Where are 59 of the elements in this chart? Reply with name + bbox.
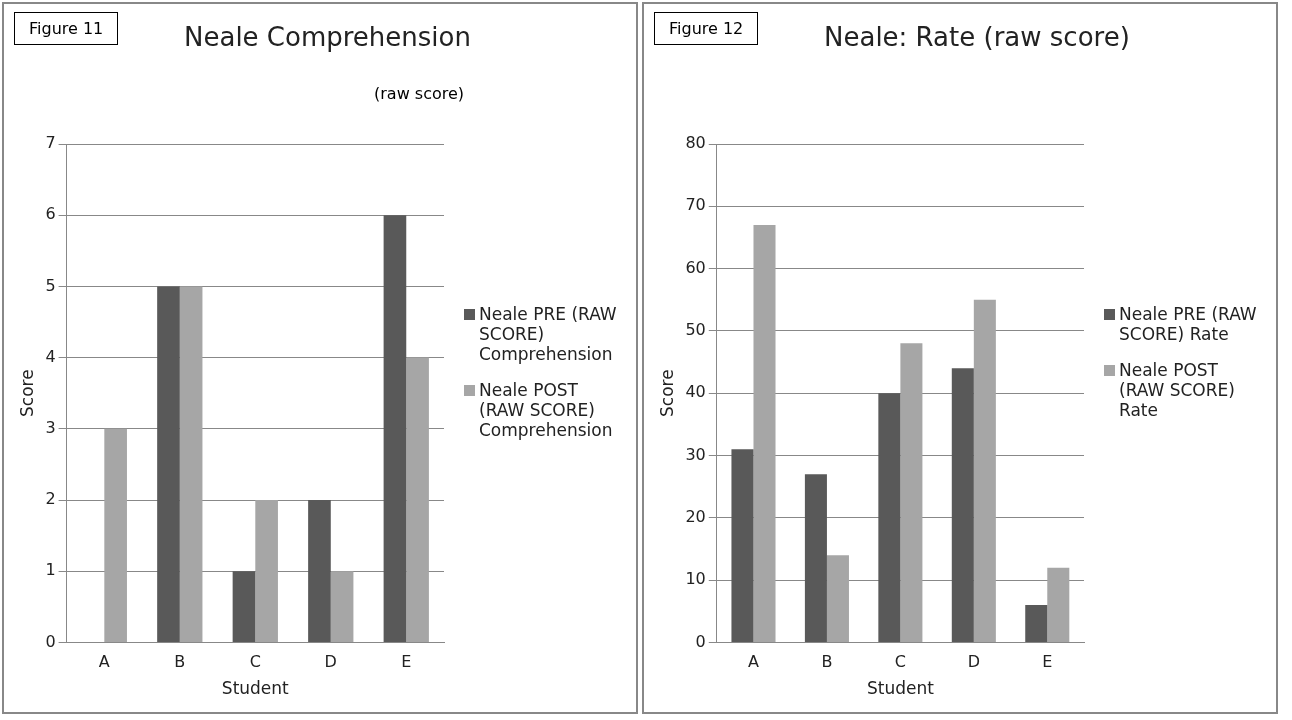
y-tick-label: 70 — [685, 195, 706, 215]
x-tick-label: A — [748, 652, 760, 672]
caption: Figure 12 — [654, 12, 759, 45]
y-tick-label: 4 — [45, 346, 56, 366]
bar — [104, 428, 127, 642]
y-tick-label: 10 — [685, 569, 706, 589]
y-tick-label: 0 — [45, 631, 56, 651]
x-tick-label: D — [967, 652, 980, 672]
y-tick-label: 3 — [45, 417, 56, 437]
bar — [900, 343, 923, 642]
chart-title: Neale: Rate (raw score) — [824, 22, 1130, 52]
x-axis-title: Student — [221, 678, 290, 699]
bar — [1047, 567, 1070, 642]
y-tick-label: 0 — [695, 631, 706, 651]
y-tick-label: 30 — [685, 444, 706, 464]
y-tick-label: 20 — [685, 506, 706, 526]
bar — [255, 500, 278, 642]
bar — [753, 224, 776, 642]
legend-label: Neale POST (RAW SCORE) Comprehension — [479, 380, 614, 440]
x-tick-label: A — [98, 652, 110, 672]
x-tick-label: C — [894, 652, 906, 672]
chart-title: Neale Comprehension — [184, 22, 471, 52]
y-tick-label: 80 — [685, 133, 706, 153]
legend-label: Neale PRE (RAW SCORE) Comprehension — [479, 304, 618, 364]
bar — [804, 474, 827, 642]
bar — [179, 286, 203, 642]
y-axis-title: Score — [16, 369, 37, 418]
y-tick-label: 5 — [45, 275, 56, 295]
bar — [406, 357, 429, 642]
bar — [308, 500, 331, 642]
bar — [826, 555, 849, 642]
y-axis-title: Score — [656, 369, 677, 418]
x-tick-label: C — [249, 652, 261, 672]
bar — [951, 368, 974, 642]
caption: Figure 11 — [14, 12, 119, 45]
x-tick-label: D — [324, 652, 337, 672]
bar — [232, 571, 256, 642]
legend-label: Neale POST (RAW SCORE) Rate — [1119, 360, 1236, 420]
y-tick-label: 60 — [685, 257, 706, 277]
bar — [1025, 605, 1048, 642]
x-tick-label: E — [401, 652, 412, 672]
y-tick-label: 7 — [45, 133, 56, 153]
bar — [157, 286, 180, 642]
legend-label: Neale PRE (RAW SCORE) Rate — [1119, 304, 1258, 344]
bar — [878, 393, 901, 642]
x-axis-title: Student — [866, 678, 935, 699]
y-tick-label: 6 — [45, 204, 56, 224]
bar — [973, 299, 996, 642]
y-tick-label: 1 — [45, 560, 56, 580]
x-tick-label: B — [821, 652, 833, 672]
bar — [731, 449, 754, 642]
bar — [383, 215, 407, 642]
y-tick-label: 50 — [685, 320, 706, 340]
chart-subtitle: (raw score) — [374, 84, 465, 103]
x-tick-label: B — [174, 652, 186, 672]
bar — [330, 571, 354, 642]
y-tick-label: 2 — [45, 489, 56, 509]
x-tick-label: E — [1042, 652, 1053, 672]
y-tick-label: 40 — [685, 382, 706, 402]
